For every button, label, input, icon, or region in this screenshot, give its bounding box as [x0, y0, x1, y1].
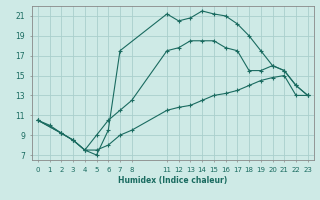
- X-axis label: Humidex (Indice chaleur): Humidex (Indice chaleur): [118, 176, 228, 185]
